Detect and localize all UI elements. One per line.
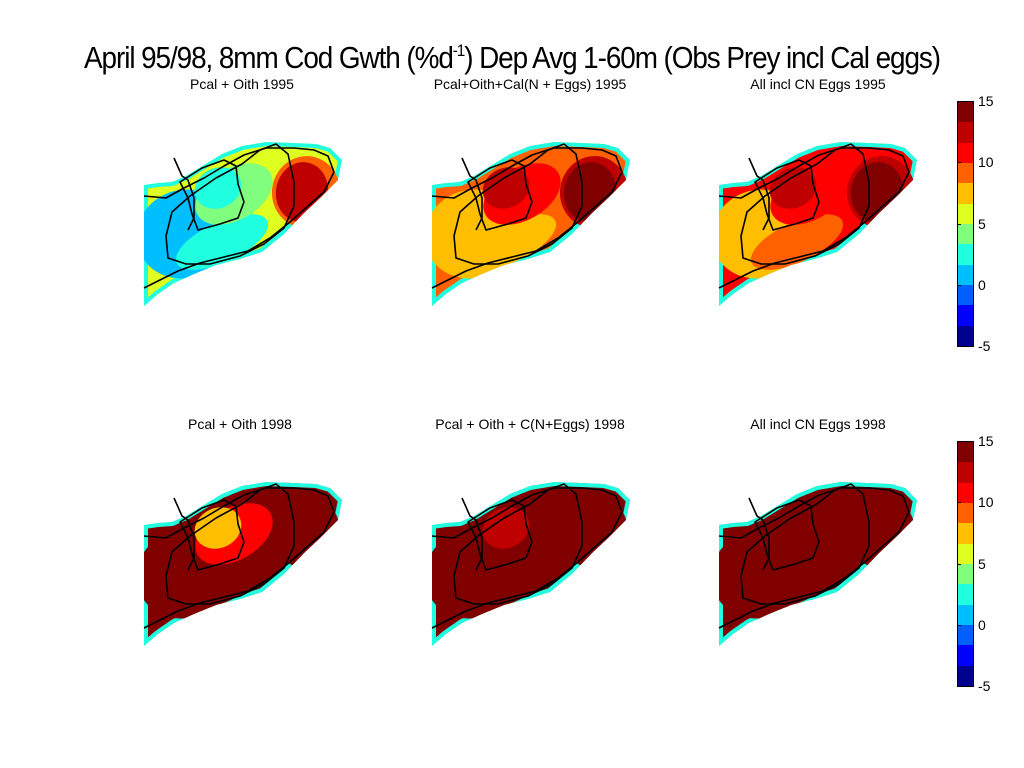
colorbar-tick-mark: [957, 624, 961, 626]
colorbar-tick-label: 10: [978, 154, 994, 171]
colorbar-tick-label: 5: [978, 215, 986, 232]
colorbar-bottom: [957, 441, 974, 687]
colorbar-tick-label: 15: [978, 93, 994, 109]
bathymetry-contour: [754, 159, 820, 231]
heatmap-cell: [769, 507, 817, 549]
bathymetry-contour: [748, 497, 770, 571]
colorbar-tick-label: 15: [978, 433, 994, 449]
colorbar-tick-label: 5: [978, 555, 986, 572]
heatmap-cell: [194, 167, 242, 209]
colorbar-tick-label: 10: [978, 494, 994, 511]
colorbar-tick-mark: [957, 162, 961, 164]
colorbar-tick-mark: [957, 563, 961, 565]
heatmap-cell: [769, 167, 817, 209]
colorbar-tick-label: -5: [978, 338, 991, 354]
heatmap-cell: [482, 167, 530, 209]
bathymetry-contour: [179, 159, 245, 231]
colorbar-tick-label: 0: [978, 616, 986, 633]
colorbar-tick-mark: [957, 101, 961, 102]
heatmap-cell: [463, 214, 557, 270]
colorbar-tick-mark: [957, 502, 961, 504]
bathymetry-contour: [143, 147, 335, 289]
colorbar-segment: [958, 624, 973, 646]
heatmap-panel-2: [431, 142, 630, 306]
heatmap-panel-5: [431, 482, 630, 646]
bathymetry-contour: [718, 147, 910, 289]
colorbar-tick-mark: [957, 441, 961, 442]
heatmap-cell: [463, 554, 557, 610]
colorbar-tick-mark: [957, 686, 961, 687]
colorbar-segment: [958, 462, 973, 483]
panel-title-5: Pcal + Oith + C(N+Eggs) 1998: [435, 416, 625, 432]
panel-title-1: Pcal + Oith 1995: [190, 76, 294, 92]
colorbar-segment: [958, 584, 973, 605]
heatmap-cell: [482, 507, 530, 549]
bathymetry-contour: [453, 483, 583, 605]
colorbar-tick-mark: [957, 284, 961, 286]
colorbar-segment: [958, 142, 973, 163]
colorbar-segment: [958, 604, 973, 625]
colorbar-tick-mark: [957, 346, 961, 347]
heatmap-panel-6: [718, 482, 917, 646]
bathymetry-contour: [165, 143, 295, 265]
bathymetry-contour: [461, 157, 483, 231]
bathymetry-contour: [431, 487, 623, 629]
bathymetry-contour: [461, 497, 483, 571]
colorbar-segment: [958, 102, 973, 123]
colorbar-segment: [958, 305, 973, 326]
heatmap-cell: [194, 507, 242, 549]
colorbar-segment: [958, 563, 973, 585]
colorbar-segment: [958, 183, 973, 204]
heatmap-cell: [175, 554, 269, 610]
panel-title-4: Pcal + Oith 1998: [188, 416, 292, 432]
heatmap-panel-3: [718, 142, 917, 306]
colorbar-tick-label: 0: [978, 276, 986, 293]
colorbar-segment: [958, 244, 973, 265]
figure-title: April 95/98, 8mm Cod Gwth (%d-1) Dep Avg…: [84, 40, 941, 75]
bathymetry-contour: [740, 143, 870, 265]
bathymetry-contour: [179, 499, 245, 571]
bathymetry-contour: [431, 147, 623, 289]
panel-title-2: Pcal+Oith+Cal(N + Eggs) 1995: [433, 76, 627, 92]
bathymetry-contour: [718, 487, 910, 629]
heatmap-cell: [750, 214, 844, 270]
bathymetry-contour: [754, 499, 820, 571]
colorbar-tick-label: -5: [978, 678, 991, 694]
colorbar-segment: [958, 502, 973, 524]
bathymetry-contour: [748, 157, 770, 231]
colorbar-segment: [958, 543, 973, 564]
colorbar-segment: [958, 203, 973, 224]
bathymetry-contour: [467, 499, 533, 571]
bathymetry-contour: [467, 159, 533, 231]
bathymetry-contour: [173, 497, 195, 571]
heatmap-cell: [175, 214, 269, 270]
bathymetry-contour: [165, 483, 295, 605]
bathymetry-contour: [740, 483, 870, 605]
colorbar-segment: [958, 523, 973, 544]
colorbar-segment: [958, 645, 973, 666]
bathymetry-contour: [143, 487, 335, 629]
colorbar-segment: [958, 442, 973, 463]
bathymetry-contour: [173, 157, 195, 231]
panel-title-6: All incl CN Eggs 1998: [750, 416, 886, 432]
colorbar-segment: [958, 325, 973, 346]
panel-title-3: All incl CN Eggs 1995: [750, 76, 886, 92]
heatmap-panel-1: [143, 142, 342, 306]
colorbar-segment: [958, 264, 973, 285]
colorbar-segment: [958, 482, 973, 503]
colorbar-segment: [958, 162, 973, 184]
colorbar-segment: [958, 223, 973, 245]
colorbar-segment: [958, 122, 973, 143]
heatmap-cell: [750, 554, 844, 610]
bathymetry-contour: [453, 143, 583, 265]
colorbar-segment: [958, 284, 973, 306]
heatmap-panel-4: [143, 482, 342, 646]
colorbar-tick-mark: [957, 223, 961, 225]
colorbar-segment: [958, 665, 973, 686]
